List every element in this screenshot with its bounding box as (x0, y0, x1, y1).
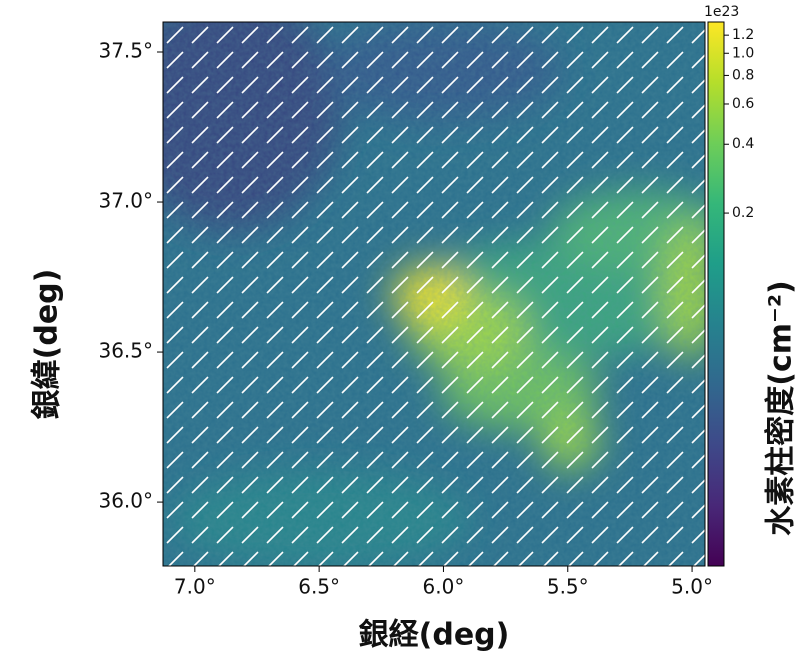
colorbar-tick-label: 1.0 (732, 45, 754, 61)
y-tick-label: 37.0° (98, 189, 153, 213)
density-map (163, 22, 705, 566)
colorbar-label: 水素柱密度(cm⁻²) (764, 280, 799, 535)
colorbar-tick-label: 1.2 (732, 27, 754, 43)
colorbar-tick-label: 0.2 (732, 205, 754, 221)
x-tick-label: 7.0° (174, 575, 216, 599)
colorbar-tick-label: 0.6 (732, 96, 754, 112)
x-axis-label: 銀経(deg) (359, 618, 510, 653)
x-tick-label: 5.5° (547, 575, 589, 599)
y-tick-label: 36.5° (98, 339, 153, 363)
colorbar-offset: 1e23 (704, 4, 739, 20)
x-tick-label: 6.5° (298, 575, 340, 599)
y-tick-label: 36.0° (98, 489, 153, 513)
colorbar-tick-label: 0.8 (732, 67, 754, 83)
x-tick-label: 6.0° (423, 575, 465, 599)
plot-frame (162, 21, 706, 567)
x-tick-label: 5.0° (671, 575, 713, 599)
colorbar (707, 21, 725, 567)
y-tick-label: 37.5° (98, 39, 153, 63)
colorbar-tick-label: 0.4 (732, 136, 754, 152)
y-axis-label: 銀緯(deg) (30, 269, 65, 420)
polarization-vectors (163, 22, 705, 566)
